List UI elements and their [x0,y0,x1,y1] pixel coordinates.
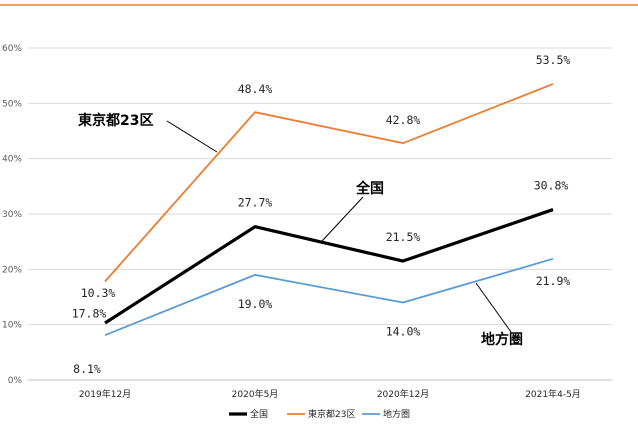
callout-label-1: 全国 [355,180,384,197]
data-label-2-2: 14.0% [386,325,421,339]
data-label-2-0: 8.1% [73,362,101,376]
callout-label-2: 地方圏 [481,331,523,348]
series-line-1 [104,83,554,283]
data-label-0-0: 10.3% [81,286,116,300]
legend: 全国 東京都23区 地方圏 [229,408,410,420]
x-tick-label-2: 2020年12月 [377,388,429,400]
y-tick-label-10: 10% [2,321,22,331]
callout-label-0: 東京都23区 [78,112,153,129]
x-tick-label-1: 2020年5月 [232,388,279,400]
data-label-2-1: 19.0% [238,297,273,311]
series-line-2 [104,257,554,337]
data-label-0-3: 30.8% [534,179,569,193]
x-tick-label-3: 2021年4-5月 [525,388,581,400]
series-line-0 [104,208,554,325]
data-label-0-2: 21.5% [386,230,421,244]
y-tick-label-40: 40% [2,155,22,165]
callout-leader-0 [166,120,218,153]
data-label-2-3: 21.9% [536,274,571,288]
series [104,83,554,337]
legend-label-2: 地方圏 [383,408,410,420]
y-tick-label-60: 60% [2,44,22,54]
y-tick-label-30: 30% [2,210,22,220]
data-labels: 10.3% 27.7% 21.5% 30.8% 17.8% 48.4% 42.8% 53.5%… [72,53,571,376]
data-label-1-3: 53.5% [536,53,571,67]
x-tick-label-0: 2019年12月 [79,388,131,400]
y-tick-label-0: 0% [8,376,23,386]
y-tick-label-20: 20% [2,265,22,275]
y-tick-label-50: 50% [2,99,22,109]
legend-label-1: 東京都23区 [308,408,355,420]
callout-leader-1 [321,196,364,242]
callout-leader-2 [475,282,512,333]
legend-label-0: 全国 [250,408,268,420]
data-label-1-0: 17.8% [72,307,107,321]
data-label-1-1: 48.4% [238,82,273,96]
axes: 2019年12月 2020年5月 2020年12月 2021年4-5月 [28,379,612,400]
data-label-1-2: 42.8% [386,113,421,127]
data-label-0-1: 27.7% [238,196,273,210]
